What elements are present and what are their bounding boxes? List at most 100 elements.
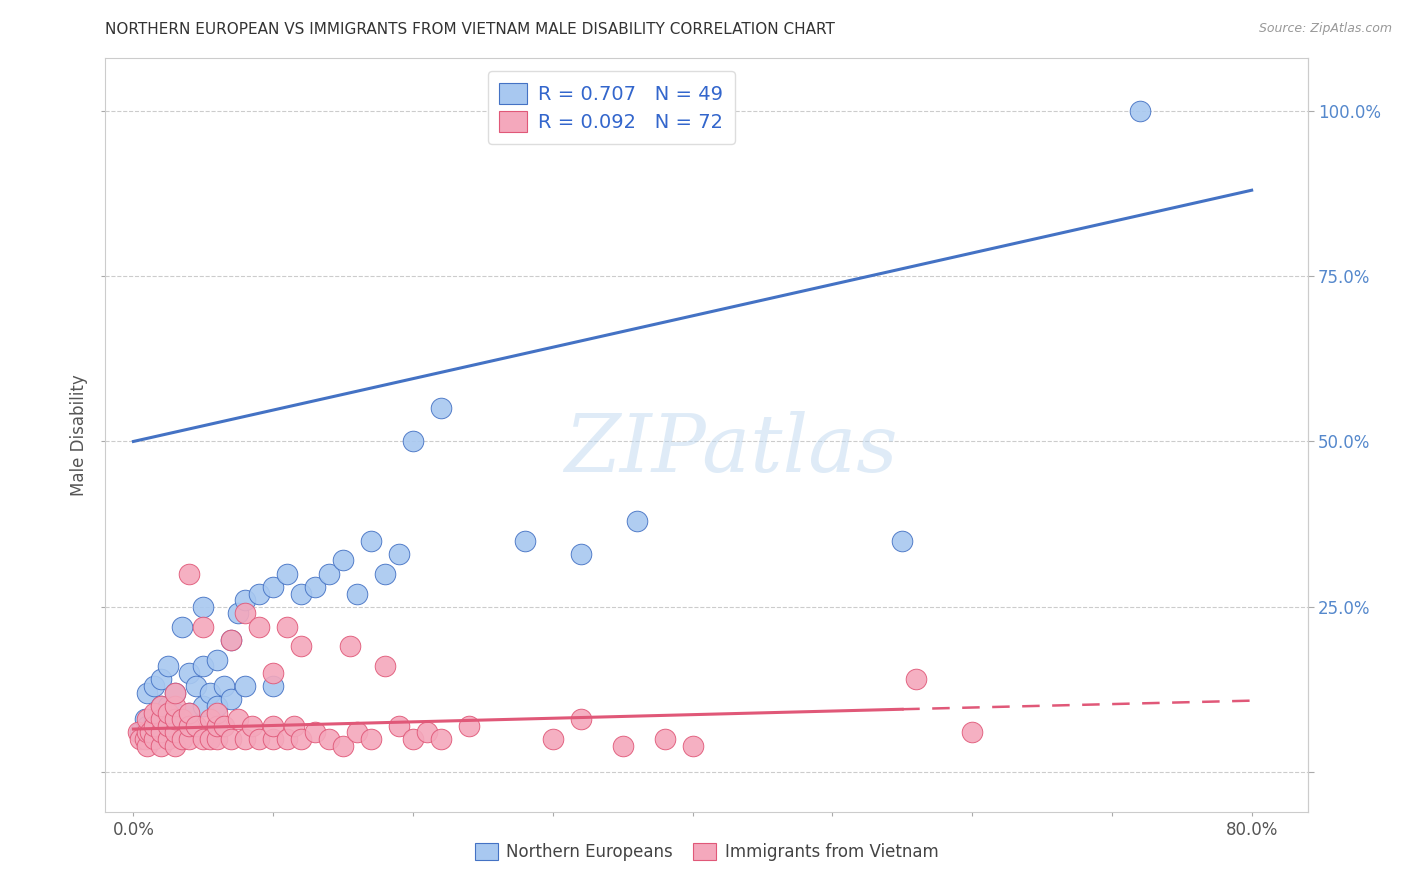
Point: [165, 719, 187, 733]
Point: [186, 719, 208, 733]
Point: [207, 698, 229, 713]
Point: [157, 706, 180, 720]
Point: [150, 712, 173, 726]
Point: [339, 640, 361, 654]
Point: [304, 725, 326, 739]
Point: [165, 686, 187, 700]
Point: [157, 731, 180, 746]
Point: [612, 739, 634, 753]
Point: [207, 719, 229, 733]
Point: [150, 698, 173, 713]
Point: [193, 599, 215, 614]
Point: [247, 731, 270, 746]
Point: [226, 607, 249, 621]
Legend: Northern Europeans, Immigrants from Vietnam: Northern Europeans, Immigrants from Viet…: [468, 836, 945, 867]
Point: [193, 659, 215, 673]
Point: [165, 739, 187, 753]
Point: [388, 547, 411, 561]
Point: [165, 725, 187, 739]
Point: [129, 725, 152, 739]
Point: [360, 731, 382, 746]
Point: [143, 719, 166, 733]
Point: [233, 731, 256, 746]
Point: [150, 712, 173, 726]
Point: [374, 566, 396, 581]
Point: [165, 712, 187, 726]
Point: [200, 712, 222, 726]
Point: [402, 434, 425, 449]
Point: [891, 533, 914, 548]
Point: [200, 731, 222, 746]
Point: [219, 692, 242, 706]
Point: [136, 719, 159, 733]
Point: [186, 679, 208, 693]
Point: [207, 706, 229, 720]
Point: [214, 679, 236, 693]
Point: [262, 679, 284, 693]
Point: [207, 731, 229, 746]
Point: [219, 632, 242, 647]
Point: [157, 698, 180, 713]
Point: [200, 686, 222, 700]
Point: [541, 731, 564, 746]
Point: [290, 731, 312, 746]
Point: [374, 659, 396, 673]
Point: [276, 619, 298, 633]
Point: [682, 739, 704, 753]
Point: [283, 719, 305, 733]
Point: [150, 725, 173, 739]
Point: [1129, 103, 1152, 118]
Point: [143, 706, 166, 720]
Point: [226, 712, 249, 726]
Point: [262, 719, 284, 733]
Point: [193, 698, 215, 713]
Point: [214, 719, 236, 733]
Point: [157, 659, 180, 673]
Point: [276, 731, 298, 746]
Point: [143, 712, 166, 726]
Point: [318, 566, 340, 581]
Point: [150, 673, 173, 687]
Point: [654, 731, 676, 746]
Point: [136, 686, 159, 700]
Point: [332, 739, 354, 753]
Point: [290, 640, 312, 654]
Point: [172, 731, 194, 746]
Point: [346, 725, 368, 739]
Y-axis label: Male Disability: Male Disability: [70, 374, 89, 496]
Point: [179, 566, 201, 581]
Point: [332, 553, 354, 567]
Point: [165, 706, 187, 720]
Point: [247, 619, 270, 633]
Point: [139, 725, 162, 739]
Point: [207, 653, 229, 667]
Point: [219, 731, 242, 746]
Point: [193, 731, 215, 746]
Point: [262, 580, 284, 594]
Point: [388, 719, 411, 733]
Point: [143, 679, 166, 693]
Point: [134, 712, 156, 726]
Point: [136, 739, 159, 753]
Point: [402, 731, 425, 746]
Point: [179, 731, 201, 746]
Point: [157, 719, 180, 733]
Point: [262, 731, 284, 746]
Point: [179, 719, 201, 733]
Point: [247, 586, 270, 600]
Point: [304, 580, 326, 594]
Point: [134, 731, 156, 746]
Point: [179, 665, 201, 680]
Point: [165, 686, 187, 700]
Point: [150, 739, 173, 753]
Point: [172, 619, 194, 633]
Point: [179, 706, 201, 720]
Point: [136, 712, 159, 726]
Point: [129, 731, 152, 746]
Point: [318, 731, 340, 746]
Point: [430, 401, 453, 416]
Point: [360, 533, 382, 548]
Point: [143, 731, 166, 746]
Point: [457, 719, 479, 733]
Point: [262, 665, 284, 680]
